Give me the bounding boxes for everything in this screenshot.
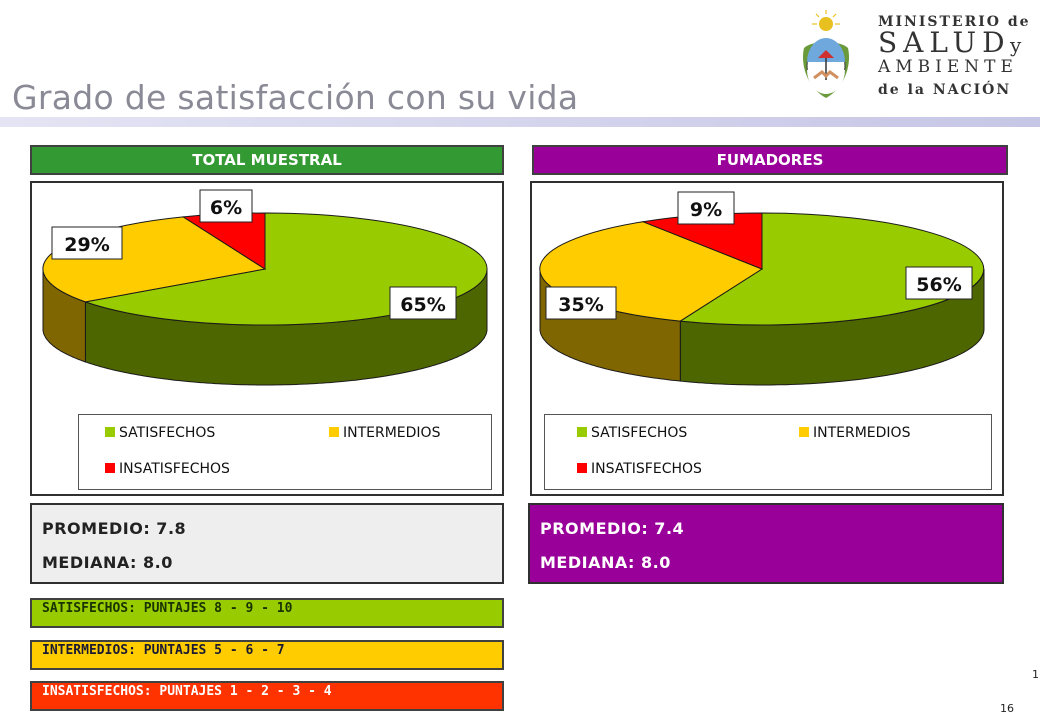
- legend-label: SATISFECHOS: [591, 425, 688, 441]
- total-legend: SATISFECHOS INTERMEDIOS INSATISFECHOS: [78, 414, 492, 490]
- page-title: Grado de satisfacción con su vida: [12, 78, 579, 117]
- page-number: 16: [1000, 702, 1014, 715]
- data-label-box: [389, 286, 457, 320]
- svg-text:y: y: [1009, 33, 1022, 57]
- data-label-box: [51, 226, 123, 260]
- satisfechos-definition: SATISFECHOS: PUNTAJES 8 - 9 - 10: [30, 598, 504, 628]
- data-label-satisfechos: 56%: [916, 274, 961, 296]
- legend-swatch-insatisfechos: [105, 463, 115, 473]
- svg-text:AMBIENTE: AMBIENTE: [877, 57, 1018, 77]
- svg-text:de la NACIÓN: de la NACIÓN: [878, 80, 1011, 98]
- legend-satisfechos: SATISFECHOS: [577, 425, 687, 441]
- fumadores-legend: SATISFECHOS INTERMEDIOS INSATISFECHOS: [544, 414, 992, 490]
- data-label-insatisfechos: 9%: [690, 199, 722, 221]
- legend-label: INTERMEDIOS: [813, 425, 911, 441]
- fumadores-mediana: MEDIANA: 8.0: [540, 553, 671, 572]
- legend-swatch-satisfechos: [105, 427, 115, 437]
- fumadores-pie-svg: 56% 35% 9%: [539, 191, 985, 386]
- legend-label: SATISFECHOS: [119, 425, 216, 441]
- legend-swatch-intermedios: [329, 427, 339, 437]
- data-label-insatisfechos: 6%: [210, 197, 242, 219]
- total-pie-svg: 65% 29% 6%: [42, 189, 488, 386]
- fumadores-chart: 56% 35% 9% SATISFECHOS INTERMEDIOS INSATIS…: [530, 181, 1004, 496]
- data-label-box: [677, 191, 735, 225]
- legend-label: INSATISFECHOS: [119, 461, 230, 477]
- total-muestral-header: TOTAL MUESTRAL: [30, 145, 504, 175]
- legend-label: INTERMEDIOS: [343, 425, 441, 441]
- total-mediana: MEDIANA: 8.0: [42, 553, 173, 572]
- legend-swatch-intermedios: [799, 427, 809, 437]
- total-muestral-chart: 65% 29% 6% SATISFECHOS INTERMEDIOS INSATIS…: [30, 181, 504, 496]
- slide-marker: 1: [1032, 668, 1039, 681]
- data-label-intermedios: 35%: [558, 294, 603, 316]
- insatisfechos-definition: INSATISFECHOS: PUNTAJES 1 - 2 - 3 - 4: [30, 681, 504, 711]
- legend-satisfechos: SATISFECHOS: [105, 425, 215, 441]
- data-label-box: [545, 286, 617, 320]
- data-label-box: [199, 189, 253, 223]
- intermedios-definition: INTERMEDIOS: PUNTAJES 5 - 6 - 7: [30, 640, 504, 670]
- total-promedio: PROMEDIO: 7.8: [42, 519, 187, 538]
- fumadores-promedio: PROMEDIO: 7.4: [540, 519, 685, 538]
- fumadores-header: FUMADORES: [532, 145, 1008, 175]
- data-label-satisfechos: 65%: [400, 294, 445, 316]
- ministerio-logo: MINISTERIO de SALUD y AMBIENTE de la NAC…: [802, 10, 1031, 98]
- legend-intermedios: INTERMEDIOS: [329, 425, 440, 441]
- legend-swatch-satisfechos: [577, 427, 587, 437]
- svg-text:MINISTERIO de: MINISTERIO de: [878, 14, 1031, 30]
- coat-of-arms-icon: [802, 10, 850, 98]
- pie-slice-satisfechos: [83, 212, 488, 326]
- legend-insatisfechos: INSATISFECHOS: [577, 461, 702, 477]
- data-label-box: [905, 266, 973, 300]
- title-underline: [0, 117, 1040, 127]
- legend-intermedios: INTERMEDIOS: [799, 425, 910, 441]
- legend-insatisfechos: INSATISFECHOS: [105, 461, 230, 477]
- legend-label: INSATISFECHOS: [591, 461, 702, 477]
- fumadores-stats-box: PROMEDIO: 7.4 MEDIANA: 8.0: [528, 503, 1004, 584]
- svg-text:SALUD: SALUD: [878, 26, 1011, 59]
- total-stats-box: PROMEDIO: 7.8 MEDIANA: 8.0: [30, 503, 504, 584]
- data-label-intermedios: 29%: [64, 234, 109, 256]
- legend-swatch-insatisfechos: [577, 463, 587, 473]
